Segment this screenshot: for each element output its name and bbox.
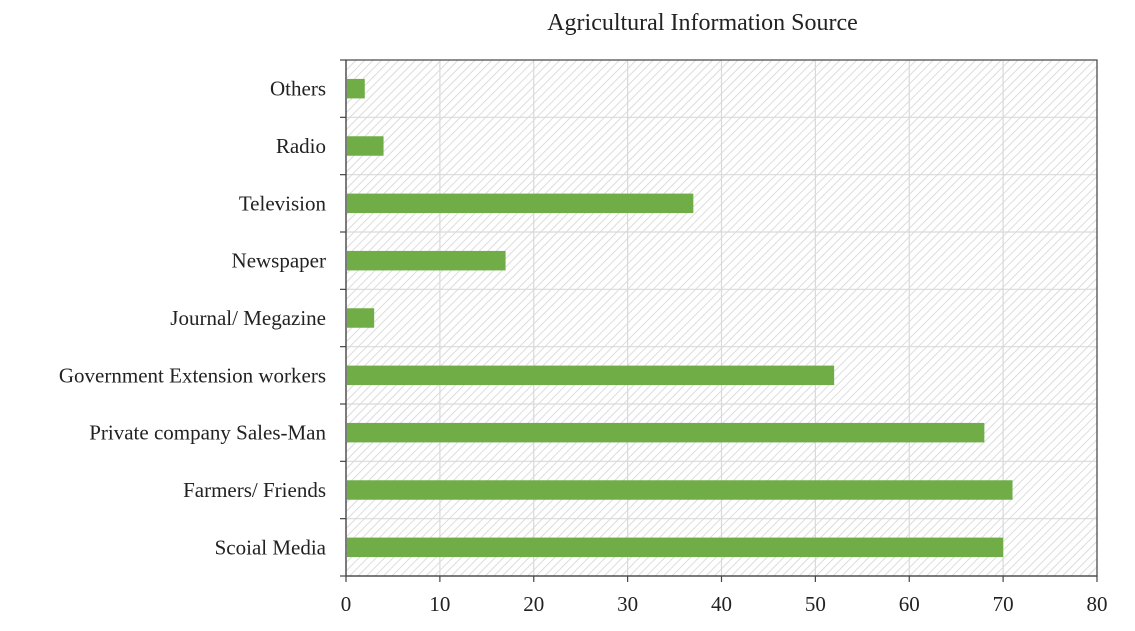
category-label: Journal/ Megazine [170,306,326,330]
x-tick-label: 40 [711,592,732,616]
bar [347,480,1013,500]
bar [347,136,384,156]
category-label: Others [270,77,326,101]
x-tick-label: 80 [1087,592,1108,616]
chart-title: Agricultural Information Source [547,10,858,36]
bars [347,78,1013,558]
bar [347,308,375,328]
bar [347,422,985,443]
x-tick-label: 30 [617,592,638,616]
category-label: Television [239,191,327,215]
bar [347,537,1004,558]
x-tick-label: 70 [993,592,1014,616]
labels: 0 10 20 30 40 50 60 70 80 Others Radio Television Ne… [59,77,1108,616]
bar [347,193,694,214]
x-tick-label: 20 [523,592,544,616]
category-label: Farmers/ Friends [183,478,326,502]
category-label: Scoial Media [215,535,327,559]
x-tick-label: 60 [899,592,920,616]
category-ticks [340,59,346,577]
category-label: Private company Sales-Man [89,421,326,445]
category-label: Newspaper [232,249,326,273]
bar [347,365,835,386]
x-tick-label: 50 [805,592,826,616]
bar [347,250,506,271]
x-tick-label: 0 [341,592,352,616]
x-tick-label: 10 [429,592,450,616]
category-label: Government Extension workers [59,363,326,387]
category-label: Radio [276,134,326,158]
bar [347,78,365,99]
value-ticks [345,576,1098,582]
